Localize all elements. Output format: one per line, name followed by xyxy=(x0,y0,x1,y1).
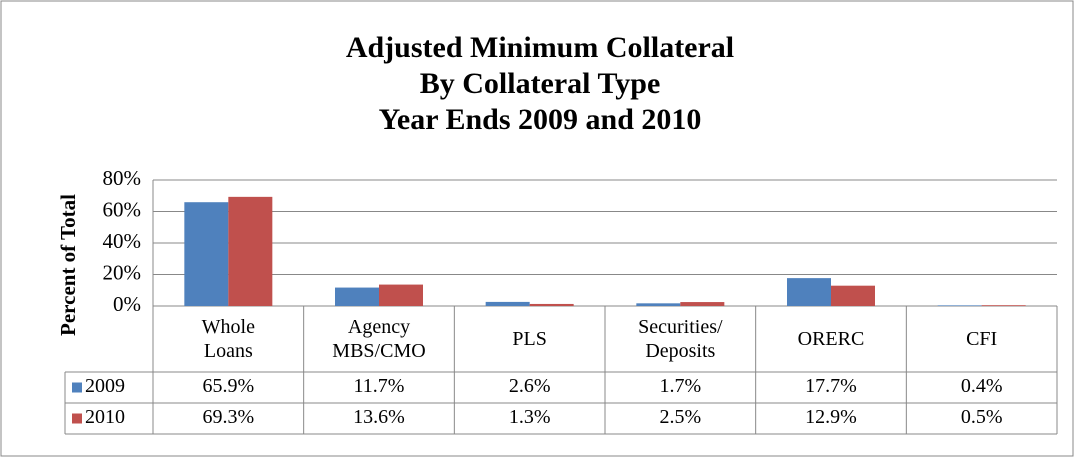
data-label: 13.6% xyxy=(353,406,405,428)
data-label: 69.3% xyxy=(202,406,254,428)
chart-title: Adjusted Minimum Collateral xyxy=(346,31,734,64)
chart-title: By Collateral Type xyxy=(420,67,661,100)
data-label: 2.6% xyxy=(509,375,551,397)
x-tick-label-box: PLS xyxy=(512,328,547,350)
data-label: 1.3% xyxy=(509,406,551,428)
legend-key xyxy=(72,382,82,393)
data-label: 1.7% xyxy=(659,375,701,397)
legend-key xyxy=(72,413,82,424)
data-label: 11.7% xyxy=(354,375,405,397)
x-tick-label-box: Securities/ Deposits xyxy=(638,316,723,362)
x-tick-label-box: Agency MBS/CMO xyxy=(332,316,426,362)
data-label: 2.5% xyxy=(659,406,701,428)
data-label: 12.9% xyxy=(805,406,857,428)
bar xyxy=(636,303,681,306)
legend-label: 2009 xyxy=(85,375,125,397)
bar xyxy=(529,303,574,306)
bar xyxy=(485,301,530,306)
x-tick-label: CFI xyxy=(966,328,998,350)
bar xyxy=(787,278,831,306)
bar xyxy=(981,305,1026,306)
x-tick-label: PLS xyxy=(512,328,547,350)
data-label: 0.5% xyxy=(961,406,1003,428)
bar xyxy=(335,287,379,306)
y-tick-label: 60% xyxy=(103,197,142,221)
y-tick-label: 80% xyxy=(103,166,142,190)
data-label: 0.4% xyxy=(961,375,1003,397)
y-axis-label: Percent of Total xyxy=(56,194,80,336)
bar xyxy=(379,284,423,306)
y-tick-label: 0% xyxy=(113,292,141,316)
bar xyxy=(937,305,982,306)
x-tick-label: Agency MBS/CMO xyxy=(332,316,426,362)
x-tick-label-box: ORERC xyxy=(797,328,865,350)
x-tick-label: Securities/ Deposits xyxy=(638,316,723,362)
data-label: 65.9% xyxy=(202,375,254,397)
data-label: 17.7% xyxy=(805,375,857,397)
y-tick-label: 40% xyxy=(103,229,142,253)
chart-title: Year Ends 2009 and 2010 xyxy=(379,103,702,136)
bar xyxy=(831,285,875,306)
legend-label: 2010 xyxy=(85,406,125,428)
bar xyxy=(228,196,273,306)
y-tick-label: 20% xyxy=(103,260,142,284)
x-tick-label: Whole Loans xyxy=(201,316,255,362)
x-tick-label-box: Whole Loans xyxy=(201,316,255,362)
bar xyxy=(680,302,725,306)
bar xyxy=(184,202,229,306)
x-tick-label: ORERC xyxy=(797,328,865,350)
x-tick-label-box: CFI xyxy=(966,328,998,350)
